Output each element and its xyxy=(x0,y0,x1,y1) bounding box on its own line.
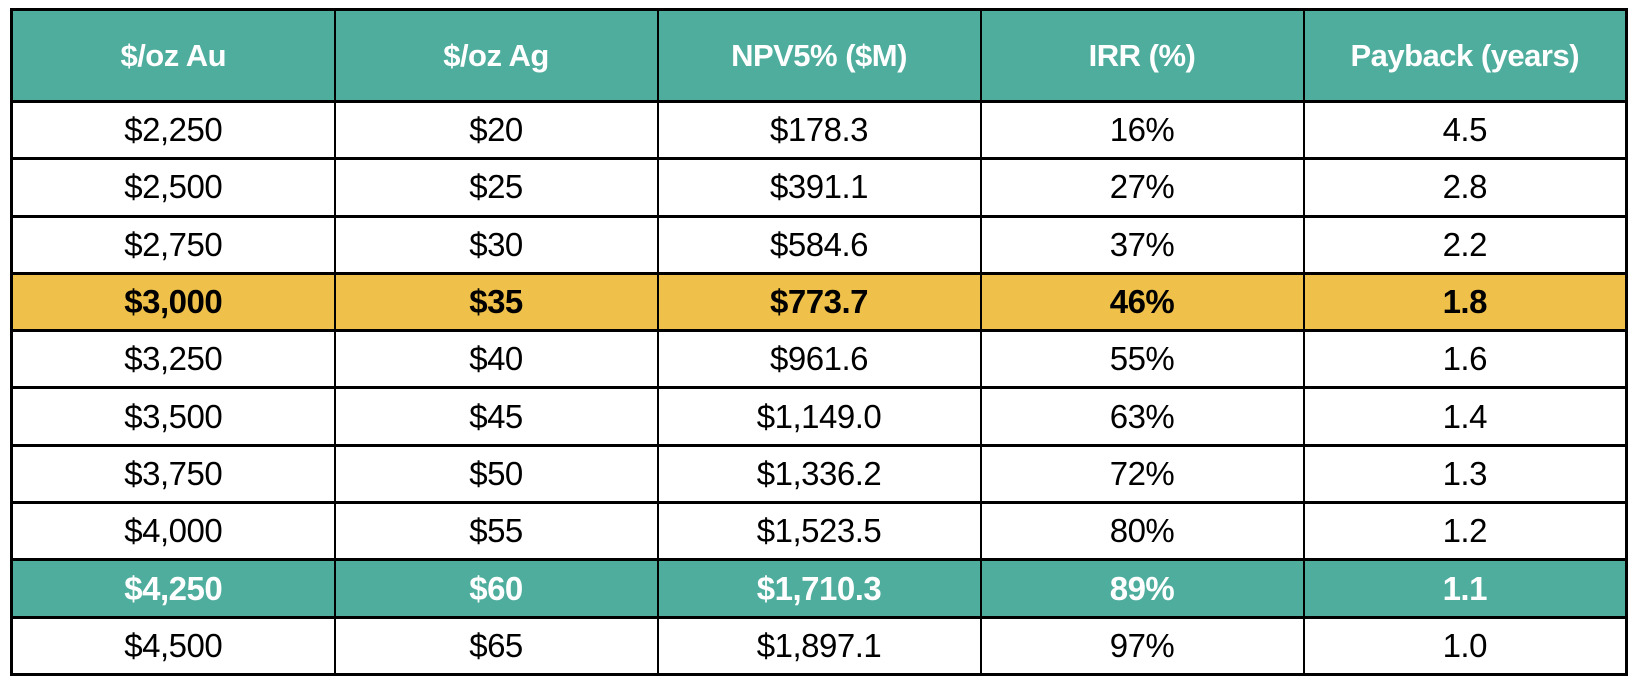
table-row: $4,000 $55 $1,523.5 80% 1.2 xyxy=(10,501,1628,562)
table-cell: $45 xyxy=(333,386,659,447)
table-row-highlight-teal: $4,250 $60 $1,710.3 89% 1.1 xyxy=(10,558,1628,619)
table-cell: $65 xyxy=(333,615,659,677)
table-cell: 16% xyxy=(979,99,1305,161)
column-header-irr: IRR (%) xyxy=(979,8,1305,103)
column-header-ag-price: $/oz Ag xyxy=(333,8,659,103)
table-cell: 1.8 xyxy=(1302,271,1628,333)
table-cell: $3,750 xyxy=(10,443,336,505)
table-cell: $1,710.3 xyxy=(656,558,982,619)
table-cell: $3,250 xyxy=(10,329,336,390)
header-row: $/oz Au $/oz Ag NPV5% ($M) IRR (%) Payba… xyxy=(10,8,1628,103)
table-cell: $2,500 xyxy=(10,157,336,218)
column-header-payback: Payback (years) xyxy=(1302,8,1628,103)
table-cell: 80% xyxy=(979,501,1305,562)
table-row: $3,750 $50 $1,336.2 72% 1.3 xyxy=(10,443,1628,505)
table-cell: $1,523.5 xyxy=(656,501,982,562)
table-cell: $4,000 xyxy=(10,501,336,562)
table-cell: 37% xyxy=(979,214,1305,275)
table-cell: 2.8 xyxy=(1302,157,1628,218)
sensitivity-table: $/oz Au $/oz Ag NPV5% ($M) IRR (%) Payba… xyxy=(10,8,1628,677)
table-cell: $2,250 xyxy=(10,99,336,161)
table-cell: $961.6 xyxy=(656,329,982,390)
table-cell: $773.7 xyxy=(656,271,982,333)
table-cell: $50 xyxy=(333,443,659,505)
table-cell: 55% xyxy=(979,329,1305,390)
table-cell: 1.6 xyxy=(1302,329,1628,390)
table-row: $2,500 $25 $391.1 27% 2.8 xyxy=(10,157,1628,218)
table-cell: 1.2 xyxy=(1302,501,1628,562)
table-cell: 97% xyxy=(979,615,1305,677)
table-cell: $40 xyxy=(333,329,659,390)
column-header-npv: NPV5% ($M) xyxy=(656,8,982,103)
table-cell: 1.3 xyxy=(1302,443,1628,505)
table-cell: 2.2 xyxy=(1302,214,1628,275)
table-cell: $55 xyxy=(333,501,659,562)
table-cell: 1.1 xyxy=(1302,558,1628,619)
table-cell: 63% xyxy=(979,386,1305,447)
table-cell: $3,500 xyxy=(10,386,336,447)
table-cell: 1.0 xyxy=(1302,615,1628,677)
table-row-highlight-gold: $3,000 $35 $773.7 46% 1.8 xyxy=(10,271,1628,333)
table-cell: $391.1 xyxy=(656,157,982,218)
table-cell: $2,750 xyxy=(10,214,336,275)
table-cell: 89% xyxy=(979,558,1305,619)
table-cell: 46% xyxy=(979,271,1305,333)
table-cell: $178.3 xyxy=(656,99,982,161)
table-cell: $60 xyxy=(333,558,659,619)
table-cell: $1,336.2 xyxy=(656,443,982,505)
table-row: $3,250 $40 $961.6 55% 1.6 xyxy=(10,329,1628,390)
column-header-au-price: $/oz Au xyxy=(10,8,336,103)
table-row: $3,500 $45 $1,149.0 63% 1.4 xyxy=(10,386,1628,447)
table-cell: $1,897.1 xyxy=(656,615,982,677)
table-cell: $4,250 xyxy=(10,558,336,619)
table-cell: $25 xyxy=(333,157,659,218)
table-row: $2,250 $20 $178.3 16% 4.5 xyxy=(10,99,1628,161)
table-cell: $4,500 xyxy=(10,615,336,677)
table-row: $2,750 $30 $584.6 37% 2.2 xyxy=(10,214,1628,275)
table-cell: $20 xyxy=(333,99,659,161)
table-cell: 1.4 xyxy=(1302,386,1628,447)
table-cell: $1,149.0 xyxy=(656,386,982,447)
table-cell: $30 xyxy=(333,214,659,275)
table-cell: 4.5 xyxy=(1302,99,1628,161)
table-cell: 27% xyxy=(979,157,1305,218)
table-row: $4,500 $65 $1,897.1 97% 1.0 xyxy=(10,615,1628,677)
table-body: $2,250 $20 $178.3 16% 4.5 $2,500 $25 $391.1 27% 2… xyxy=(10,99,1628,677)
table-cell: $584.6 xyxy=(656,214,982,275)
table-cell: $35 xyxy=(333,271,659,333)
table-cell: 72% xyxy=(979,443,1305,505)
table-cell: $3,000 xyxy=(10,271,336,333)
